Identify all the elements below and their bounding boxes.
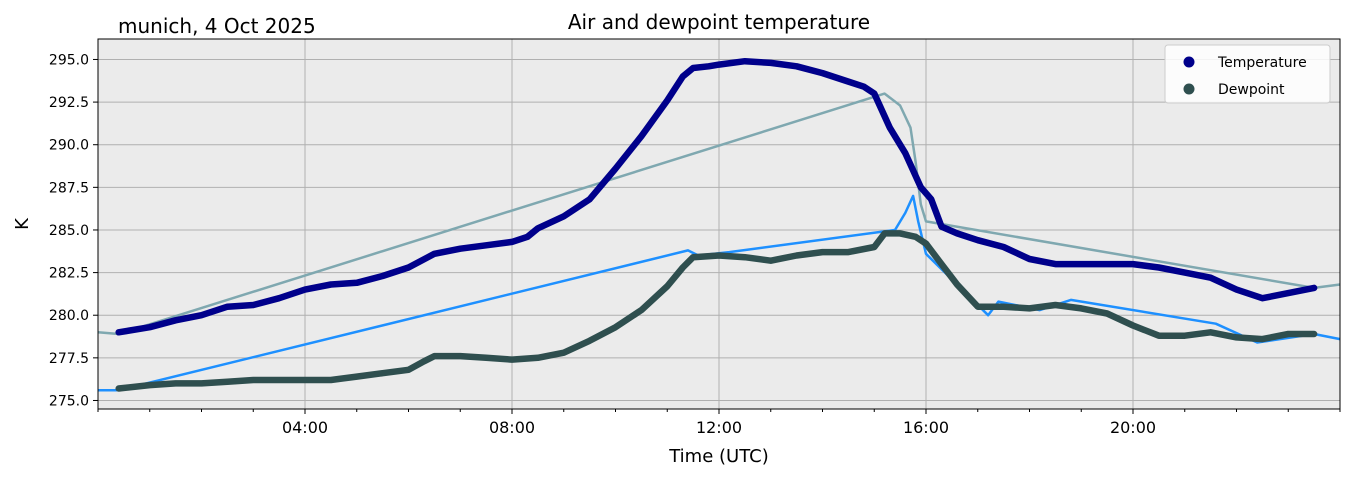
legend-box <box>1164 44 1331 104</box>
y-tick-label: 292.5 <box>49 95 89 111</box>
y-tick-label: 277.5 <box>49 351 89 367</box>
legend: Temperature Dewpoint <box>1164 44 1331 104</box>
raw-line-temperature <box>97 92 1341 336</box>
legend-label-dewpoint: Dewpoint <box>1218 82 1285 98</box>
x-tick-label: 04:00 <box>282 418 328 437</box>
x-tick-label: 20:00 <box>1110 418 1156 437</box>
chart-title: Air and dewpoint temperature <box>568 10 870 34</box>
x-axis-label: Time (UTC) <box>668 446 769 467</box>
y-tick-label: 282.5 <box>49 266 89 282</box>
legend-label-temperature: Temperature <box>1217 55 1307 71</box>
x-tick-label: 16:00 <box>903 418 949 437</box>
series-lines <box>115 57 1318 392</box>
x-tick-label: 12:00 <box>696 418 742 437</box>
x-tick-label: 08:00 <box>489 418 535 437</box>
grid-lines <box>98 39 1340 409</box>
legend-marker-temperature <box>1183 56 1195 68</box>
y-tick-label: 295.0 <box>49 52 89 68</box>
legend-marker-dewpoint <box>1183 83 1195 95</box>
series-line-dewpoint <box>115 230 1318 392</box>
y-tick-label: 280.0 <box>49 308 89 324</box>
y-tick-label: 275.0 <box>49 393 89 409</box>
series-line-temperature <box>115 57 1318 336</box>
y-tick-label: 290.0 <box>49 138 89 154</box>
y-axis-ticks: 275.0 277.5 280.0 282.5 285.0 287.5 290.0 292.5… <box>49 52 98 409</box>
y-tick-label: 287.5 <box>49 180 89 196</box>
y-axis-label: K <box>12 217 33 230</box>
x-axis-ticks: 04:00 08:00 12:00 16:00 20:00 <box>97 409 1341 437</box>
y-tick-label: 285.0 <box>49 223 89 239</box>
chart-subtitle: munich, 4 Oct 2025 <box>118 14 316 38</box>
